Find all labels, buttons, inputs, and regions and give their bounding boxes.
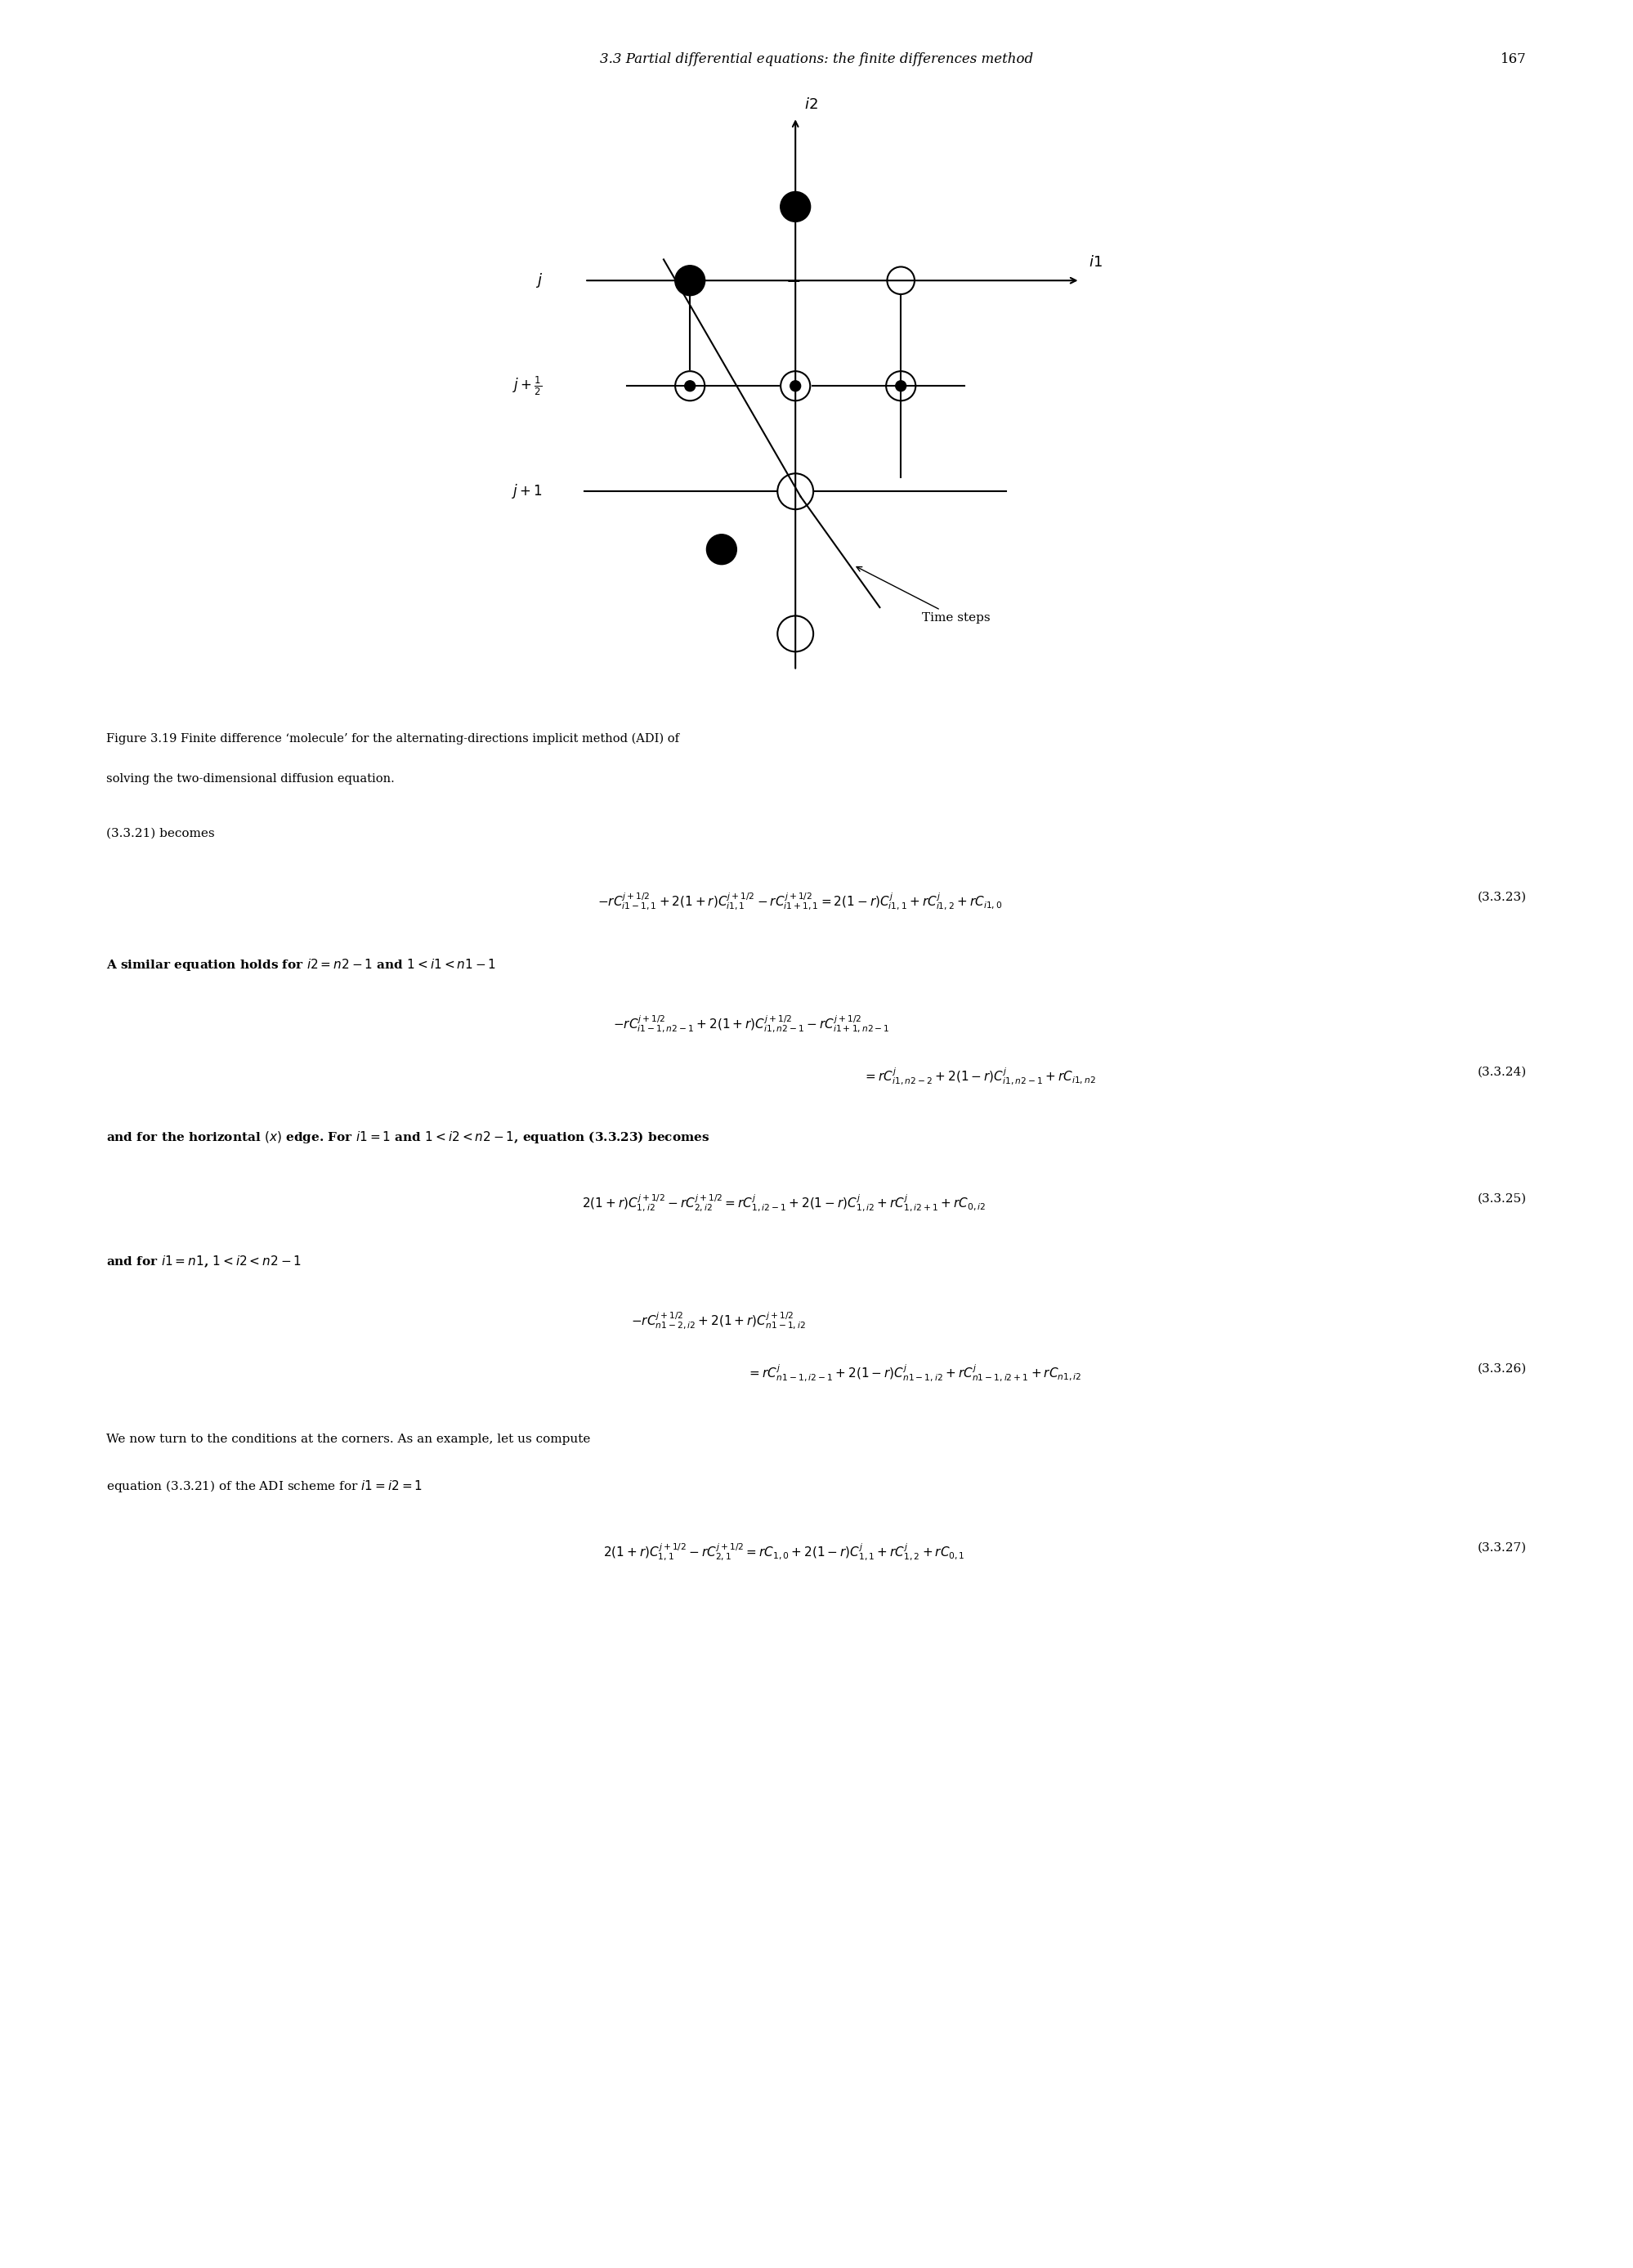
Text: $-rC_{n1-2,i2}^{j+1/2}+2(1+r)C_{n1-1,i2}^{j+1/2}$: $-rC_{n1-2,i2}^{j+1/2}+2(1+r)C_{n1-1,i2}…	[630, 1311, 807, 1331]
Text: Figure 3.19 Finite difference ‘molecule’ for the alternating-directions implicit: Figure 3.19 Finite difference ‘molecule’…	[106, 733, 679, 744]
Text: 167: 167	[1501, 52, 1527, 66]
Circle shape	[790, 381, 800, 390]
Text: (3.3.25): (3.3.25)	[1478, 1193, 1527, 1204]
Text: Time steps: Time steps	[857, 567, 990, 624]
Text: $j$: $j$	[536, 272, 542, 290]
Text: solving the two-dimensional diffusion equation.: solving the two-dimensional diffusion eq…	[106, 773, 395, 785]
Text: $i2$: $i2$	[803, 98, 818, 111]
Circle shape	[674, 265, 705, 295]
Text: $=rC_{i1,n2-2}^{j}+2(1-r)C_{i1,n2-1}^{j}+rC_{i1,n2}$: $=rC_{i1,n2-2}^{j}+2(1-r)C_{i1,n2-1}^{j}…	[864, 1066, 1096, 1086]
Text: $i1$: $i1$	[1089, 256, 1102, 270]
Text: (3.3.26): (3.3.26)	[1478, 1363, 1527, 1374]
Text: $-$: $-$	[785, 272, 800, 290]
Text: (3.3.23): (3.3.23)	[1478, 891, 1527, 903]
Text: $-rC_{i1-1,1}^{j+1/2}+2(1+r)C_{i1,1}^{j+1/2}-rC_{i1+1,1}^{j+1/2}=2(1-r)C_{i1,1}^: $-rC_{i1-1,1}^{j+1/2}+2(1+r)C_{i1,1}^{j+…	[598, 891, 1003, 912]
Text: $j+1$: $j+1$	[511, 483, 542, 501]
Text: (3.3.27): (3.3.27)	[1478, 1542, 1527, 1554]
Text: We now turn to the conditions at the corners. As an example, let us compute: We now turn to the conditions at the cor…	[106, 1433, 590, 1445]
Text: and for the horizontal $(x)$ edge. For $i1=1$ and $1<i2<n2-1$, equation (3.3.23): and for the horizontal $(x)$ edge. For $…	[106, 1129, 709, 1145]
Text: and for $i1=n1$, $1<i2<n2-1$: and for $i1=n1$, $1<i2<n2-1$	[106, 1254, 302, 1270]
Text: equation (3.3.21) of the ADI scheme for $i1=i2=1$: equation (3.3.21) of the ADI scheme for …	[106, 1479, 423, 1495]
Text: (3.3.24): (3.3.24)	[1478, 1066, 1527, 1077]
Circle shape	[684, 381, 696, 390]
Text: (3.3.21) becomes: (3.3.21) becomes	[106, 828, 214, 839]
Circle shape	[707, 535, 736, 565]
Text: $j+\frac{1}{2}$: $j+\frac{1}{2}$	[513, 374, 542, 397]
Text: $2(1+r)C_{1,1}^{j+1/2}-rC_{2,1}^{j+1/2}=rC_{1,0}+2(1-r)C_{1,1}^{j}+rC_{1,2}^{j}+: $2(1+r)C_{1,1}^{j+1/2}-rC_{2,1}^{j+1/2}=…	[603, 1542, 965, 1563]
Circle shape	[781, 191, 810, 222]
Text: $2(1+r)C_{1,i2}^{j+1/2}-rC_{2,i2}^{j+1/2}=rC_{1,i2-1}^{j}+2(1-r)C_{1,i2}^{j}+rC_: $2(1+r)C_{1,i2}^{j+1/2}-rC_{2,i2}^{j+1/2…	[581, 1193, 986, 1213]
Text: 3.3 Partial differential equations: the finite differences method: 3.3 Partial differential equations: the …	[599, 52, 1034, 66]
Circle shape	[895, 381, 906, 390]
Text: $-rC_{i1-1,n2-1}^{j+1/2}+2(1+r)C_{i1,n2-1}^{j+1/2}-rC_{i1+1,n2-1}^{j+1/2}$: $-rC_{i1-1,n2-1}^{j+1/2}+2(1+r)C_{i1,n2-…	[612, 1014, 890, 1034]
Text: A similar equation holds for $i2=n2-1$ and $1<i1<n1-1$: A similar equation holds for $i2=n2-1$ a…	[106, 957, 496, 973]
Text: $=rC_{n1-1,i2-1}^{j}+2(1-r)C_{n1-1,i2}^{j}+rC_{n1-1,i2+1}^{j}+rC_{n1,i2}$: $=rC_{n1-1,i2-1}^{j}+2(1-r)C_{n1-1,i2}^{…	[748, 1363, 1081, 1383]
